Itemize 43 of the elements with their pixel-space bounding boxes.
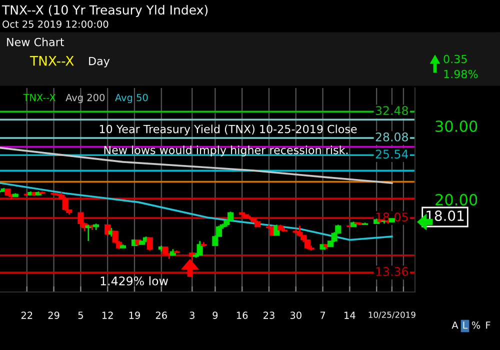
annotation: New lows would imply higher recession risk. xyxy=(104,146,348,156)
x-tick-label: 23 xyxy=(264,312,274,319)
x-tick-label: 7 xyxy=(320,312,326,319)
ref-line-label: 32.48 xyxy=(376,106,408,116)
x-tick-label: 14 xyxy=(344,312,356,319)
text: New Chart xyxy=(7,38,64,46)
chart-title: TNX--X (10 Yr Treasury Yld Index) xyxy=(2,4,208,18)
candlestick xyxy=(296,225,303,238)
x-tick-label: 5 xyxy=(78,312,83,319)
x-tick-label: 12 xyxy=(102,312,113,319)
candlestick xyxy=(304,239,310,250)
candlestick xyxy=(146,236,153,252)
text: TNX--X xyxy=(23,94,56,102)
candlestick xyxy=(62,196,68,212)
ref-line-label: 25.54 xyxy=(376,150,408,159)
text: L xyxy=(463,322,468,329)
ref-line-label: 13.36 xyxy=(376,267,408,276)
annotation: 10 Year Treasury Yield (TNX) 10-25-2019 Close xyxy=(100,124,357,136)
candlestick xyxy=(196,240,203,256)
text: 0.35 xyxy=(444,54,467,64)
candlestick xyxy=(78,212,84,228)
x-tick-label: 30 xyxy=(290,312,302,319)
text: 1.98% xyxy=(444,70,478,78)
text: Day xyxy=(89,56,110,68)
x-tick-label: 16 xyxy=(236,312,248,319)
y-tick-label: 30.00 xyxy=(436,120,478,132)
x-tick-label: 22 xyxy=(21,312,32,319)
x-tick-label: 3 xyxy=(190,312,194,319)
x-tick-label: 19 xyxy=(129,312,140,319)
text: Avg 50 xyxy=(115,94,148,104)
x-tick-label: 29 xyxy=(48,312,60,319)
x-tick-label: 9 xyxy=(212,312,218,319)
text: A xyxy=(452,322,458,329)
text: F xyxy=(486,322,490,329)
x-tick-label: 10/25/2019 xyxy=(368,312,416,319)
text: % xyxy=(472,321,480,329)
text: TNX--X xyxy=(30,56,74,66)
ref-line-label: 28.08 xyxy=(376,132,408,142)
x-tick-label: 26 xyxy=(156,312,167,319)
y-tick-label: 20.00 xyxy=(436,194,478,206)
text: Avg 200 xyxy=(66,94,105,104)
chart-subtitle: Oct 25 2019 12:00:00 xyxy=(2,20,108,28)
annotation: 1.429% low xyxy=(100,276,168,286)
